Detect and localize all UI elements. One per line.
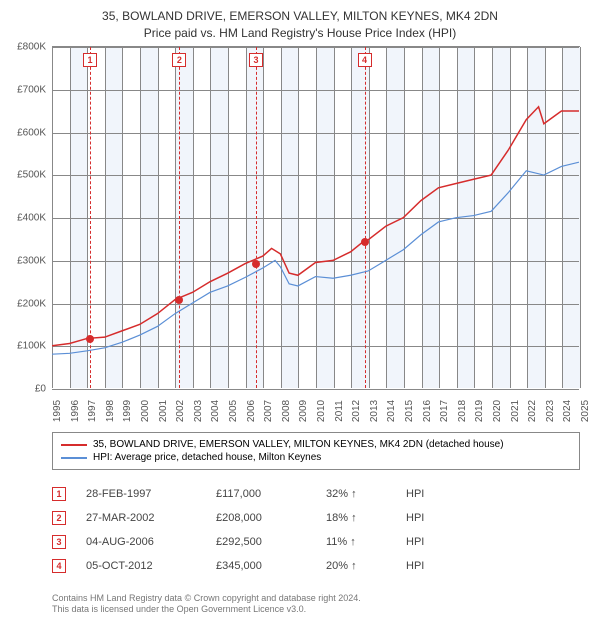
x-tick-label: 2023 <box>545 400 556 422</box>
x-tick-label: 2010 <box>316 400 327 422</box>
y-tick-label: £200K <box>2 298 46 309</box>
sale-hpi-label: HPI <box>406 536 424 548</box>
sale-row: 4 05-OCT-2012 £345,000 20% ↑ HPI <box>52 554 580 578</box>
chart-container: 35, BOWLAND DRIVE, EMERSON VALLEY, MILTO… <box>0 0 600 620</box>
sale-price: £208,000 <box>216 512 306 524</box>
x-tick-label: 2012 <box>351 400 362 422</box>
line-series <box>52 47 579 388</box>
sale-hpi-label: HPI <box>406 488 424 500</box>
x-gridline <box>580 47 581 388</box>
series-hpi <box>52 162 579 354</box>
x-tick-label: 1997 <box>87 400 98 422</box>
x-tick-label: 2001 <box>158 400 169 422</box>
y-tick-label: £700K <box>2 84 46 95</box>
x-tick-label: 2007 <box>263 400 274 422</box>
x-tick-label: 2002 <box>175 400 186 422</box>
title-line-2: Price paid vs. HM Land Registry's House … <box>0 25 600 42</box>
x-tick-label: 2004 <box>210 400 221 422</box>
x-tick-label: 2003 <box>193 400 204 422</box>
x-tick-label: 2013 <box>369 400 380 422</box>
title-line-1: 35, BOWLAND DRIVE, EMERSON VALLEY, MILTO… <box>0 8 600 25</box>
x-tick-label: 1999 <box>122 400 133 422</box>
footer-line-2: This data is licensed under the Open Gov… <box>52 604 580 616</box>
y-tick-label: £100K <box>2 341 46 352</box>
legend-swatch <box>61 457 87 459</box>
x-tick-label: 2016 <box>422 400 433 422</box>
footer: Contains HM Land Registry data © Crown c… <box>52 593 580 616</box>
sale-diff: 32% ↑ <box>326 488 386 500</box>
legend-swatch <box>61 444 87 446</box>
x-tick-label: 2019 <box>474 400 485 422</box>
x-tick-label: 2008 <box>281 400 292 422</box>
sale-row: 1 28-FEB-1997 £117,000 32% ↑ HPI <box>52 482 580 506</box>
legend: 35, BOWLAND DRIVE, EMERSON VALLEY, MILTO… <box>52 432 580 470</box>
legend-label: HPI: Average price, detached house, Milt… <box>93 452 321 463</box>
sale-price: £117,000 <box>216 488 306 500</box>
y-tick-label: £300K <box>2 255 46 266</box>
x-tick-label: 2015 <box>404 400 415 422</box>
sale-hpi-label: HPI <box>406 512 424 524</box>
legend-label: 35, BOWLAND DRIVE, EMERSON VALLEY, MILTO… <box>93 439 504 450</box>
footer-line-1: Contains HM Land Registry data © Crown c… <box>52 593 580 605</box>
title-block: 35, BOWLAND DRIVE, EMERSON VALLEY, MILTO… <box>0 0 600 42</box>
x-tick-label: 2018 <box>457 400 468 422</box>
y-gridline <box>52 389 579 390</box>
y-tick-label: £600K <box>2 127 46 138</box>
x-tick-label: 2024 <box>562 400 573 422</box>
legend-row: 35, BOWLAND DRIVE, EMERSON VALLEY, MILTO… <box>61 438 571 451</box>
x-tick-label: 2000 <box>140 400 151 422</box>
y-tick-label: £400K <box>2 213 46 224</box>
sale-diff: 11% ↑ <box>326 536 386 548</box>
sale-row: 2 27-MAR-2002 £208,000 18% ↑ HPI <box>52 506 580 530</box>
y-tick-label: £800K <box>2 42 46 53</box>
x-tick-label: 2020 <box>492 400 503 422</box>
x-tick-label: 2014 <box>386 400 397 422</box>
sale-diff: 18% ↑ <box>326 512 386 524</box>
legend-row: HPI: Average price, detached house, Milt… <box>61 451 571 464</box>
sale-price: £292,500 <box>216 536 306 548</box>
x-tick-label: 2006 <box>246 400 257 422</box>
x-tick-label: 2017 <box>439 400 450 422</box>
x-tick-label: 2025 <box>580 400 591 422</box>
sale-index: 3 <box>52 535 66 549</box>
x-tick-label: 2022 <box>527 400 538 422</box>
x-tick-label: 2021 <box>510 400 521 422</box>
x-tick-label: 2005 <box>228 400 239 422</box>
x-tick-label: 1996 <box>70 400 81 422</box>
x-tick-label: 2011 <box>334 400 345 422</box>
x-tick-label: 1995 <box>52 400 63 422</box>
sale-date: 28-FEB-1997 <box>86 488 196 500</box>
sale-date: 05-OCT-2012 <box>86 560 196 572</box>
series-subject <box>52 107 579 346</box>
plot-area: £0£100K£200K£300K£400K£500K£600K£700K£80… <box>52 46 580 388</box>
sales-table: 1 28-FEB-1997 £117,000 32% ↑ HPI 2 27-MAR-2002… <box>52 482 580 578</box>
sale-diff: 20% ↑ <box>326 560 386 572</box>
sale-index: 2 <box>52 511 66 525</box>
sale-price: £345,000 <box>216 560 306 572</box>
x-tick-label: 1998 <box>105 400 116 422</box>
sale-index: 4 <box>52 559 66 573</box>
x-tick-label: 2009 <box>298 400 309 422</box>
sale-date: 04-AUG-2006 <box>86 536 196 548</box>
sale-index: 1 <box>52 487 66 501</box>
y-tick-label: £0 <box>2 384 46 395</box>
y-tick-label: £500K <box>2 170 46 181</box>
sale-row: 3 04-AUG-2006 £292,500 11% ↑ HPI <box>52 530 580 554</box>
sale-date: 27-MAR-2002 <box>86 512 196 524</box>
sale-hpi-label: HPI <box>406 560 424 572</box>
